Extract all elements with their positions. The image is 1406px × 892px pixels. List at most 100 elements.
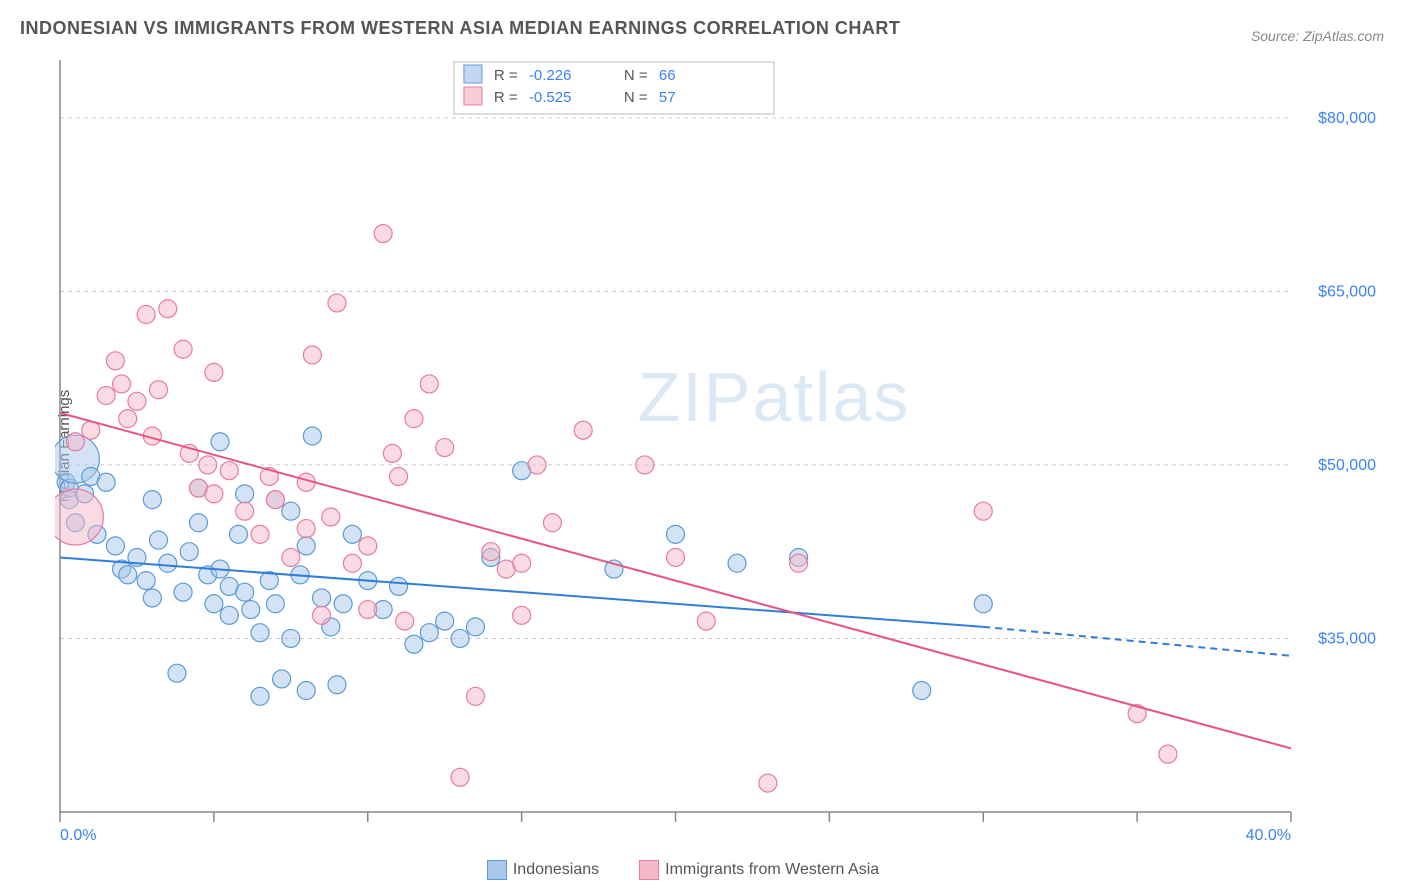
legend-swatch — [464, 87, 482, 105]
data-point — [282, 629, 300, 647]
data-point — [313, 589, 331, 607]
data-point — [790, 554, 808, 572]
plot-area: ZIPatlas$35,000$50,000$65,000$80,0000.0%… — [55, 55, 1386, 842]
data-point — [383, 444, 401, 462]
data-point — [543, 514, 561, 532]
data-point — [211, 433, 229, 451]
x-tick-label: 40.0% — [1246, 827, 1291, 842]
data-point — [303, 346, 321, 364]
data-point — [297, 682, 315, 700]
data-point — [636, 456, 654, 474]
data-point — [55, 489, 103, 545]
data-point — [359, 601, 377, 619]
data-point — [236, 485, 254, 503]
data-point — [168, 664, 186, 682]
data-point — [343, 525, 361, 543]
data-point — [313, 606, 331, 624]
data-point — [180, 543, 198, 561]
data-point — [436, 439, 454, 457]
data-point — [113, 375, 131, 393]
data-point — [106, 352, 124, 370]
data-point — [266, 595, 284, 613]
legend-n-value: 57 — [659, 89, 676, 106]
data-point — [149, 531, 167, 549]
data-point — [374, 225, 392, 243]
data-point — [220, 462, 238, 480]
data-point — [728, 554, 746, 572]
y-tick-label: $80,000 — [1318, 110, 1376, 127]
bottom-legend: Indonesians Immigrants from Western Asia — [0, 860, 1406, 880]
legend-label: Immigrants from Western Asia — [665, 861, 879, 878]
data-point — [513, 554, 531, 572]
data-point — [396, 612, 414, 630]
trend-line-dashed — [983, 627, 1291, 656]
legend-r-label: R = — [494, 89, 518, 106]
data-point — [466, 618, 484, 636]
data-point — [236, 502, 254, 520]
data-point — [390, 577, 408, 595]
data-point — [189, 514, 207, 532]
data-point — [119, 566, 137, 584]
data-point — [513, 606, 531, 624]
data-point — [199, 456, 217, 474]
data-point — [236, 583, 254, 601]
data-point — [143, 589, 161, 607]
data-point — [205, 485, 223, 503]
legend-swatch — [639, 860, 659, 880]
data-point — [137, 306, 155, 324]
data-point — [273, 670, 291, 688]
data-point — [436, 612, 454, 630]
legend-r-label: R = — [494, 67, 518, 84]
data-point — [251, 624, 269, 642]
data-point — [303, 427, 321, 445]
data-point — [66, 433, 84, 451]
data-point — [97, 473, 115, 491]
data-point — [466, 687, 484, 705]
legend-r-value: -0.226 — [529, 67, 572, 84]
data-point — [322, 508, 340, 526]
legend-n-label: N = — [624, 67, 648, 84]
data-point — [266, 491, 284, 509]
data-point — [251, 525, 269, 543]
data-point — [405, 410, 423, 428]
data-point — [242, 601, 260, 619]
data-point — [220, 606, 238, 624]
data-point — [251, 687, 269, 705]
data-point — [97, 387, 115, 405]
data-point — [974, 502, 992, 520]
data-point — [143, 491, 161, 509]
data-point — [159, 554, 177, 572]
y-tick-label: $65,000 — [1318, 283, 1376, 300]
legend-label: Indonesians — [513, 861, 599, 878]
chart-title: INDONESIAN VS IMMIGRANTS FROM WESTERN AS… — [20, 18, 900, 39]
data-point — [229, 525, 247, 543]
data-point — [390, 467, 408, 485]
data-point — [297, 520, 315, 538]
y-tick-label: $50,000 — [1318, 457, 1376, 474]
data-point — [174, 340, 192, 358]
data-point — [697, 612, 715, 630]
data-point — [667, 548, 685, 566]
legend-n-value: 66 — [659, 67, 676, 84]
data-point — [451, 768, 469, 786]
data-point — [282, 502, 300, 520]
data-point — [574, 421, 592, 439]
data-point — [328, 294, 346, 312]
data-point — [913, 682, 931, 700]
legend-swatch — [464, 65, 482, 83]
y-tick-label: $35,000 — [1318, 630, 1376, 647]
data-point — [359, 537, 377, 555]
data-point — [420, 375, 438, 393]
data-point — [420, 624, 438, 642]
data-point — [205, 595, 223, 613]
chart-svg: ZIPatlas$35,000$50,000$65,000$80,0000.0%… — [55, 55, 1386, 842]
data-point — [106, 537, 124, 555]
data-point — [328, 676, 346, 694]
legend-swatch — [487, 860, 507, 880]
source-label: Source: ZipAtlas.com — [1251, 28, 1384, 44]
chart-container: INDONESIAN VS IMMIGRANTS FROM WESTERN AS… — [0, 0, 1406, 892]
data-point — [205, 363, 223, 381]
data-point — [128, 392, 146, 410]
legend-r-value: -0.525 — [529, 89, 572, 106]
data-point — [159, 300, 177, 318]
